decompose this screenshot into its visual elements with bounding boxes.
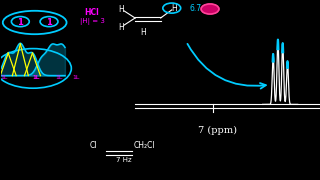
Text: 7 Hz: 7 Hz: [116, 157, 132, 163]
Text: 1L: 1L: [33, 75, 40, 80]
Text: 1: 1: [46, 18, 52, 27]
Text: 1L: 1L: [1, 75, 8, 80]
Text: H: H: [172, 4, 177, 13]
Text: Cl: Cl: [90, 141, 97, 150]
Text: |H| = 3: |H| = 3: [80, 17, 105, 24]
Text: 7 (ppm): 7 (ppm): [198, 126, 237, 135]
Text: 1: 1: [17, 18, 23, 27]
Circle shape: [201, 4, 219, 14]
Text: 6.7: 6.7: [190, 4, 202, 13]
Text: H: H: [140, 28, 146, 37]
Text: 1L: 1L: [55, 75, 62, 80]
Text: CH₂Cl: CH₂Cl: [134, 141, 156, 150]
Text: H: H: [118, 4, 124, 14]
Text: H: H: [118, 22, 124, 32]
Text: HCl: HCl: [85, 8, 100, 17]
Text: 1L: 1L: [72, 75, 80, 80]
Text: 1L: 1L: [33, 75, 40, 80]
